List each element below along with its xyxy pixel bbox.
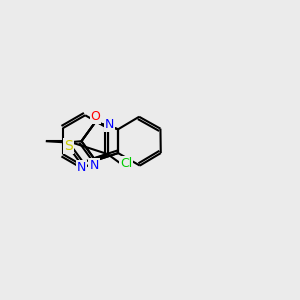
Text: N: N — [89, 159, 99, 172]
Text: N: N — [105, 118, 114, 131]
Text: Cl: Cl — [120, 157, 132, 169]
Text: N: N — [77, 161, 86, 174]
Text: S: S — [64, 139, 73, 153]
Text: O: O — [91, 110, 100, 123]
